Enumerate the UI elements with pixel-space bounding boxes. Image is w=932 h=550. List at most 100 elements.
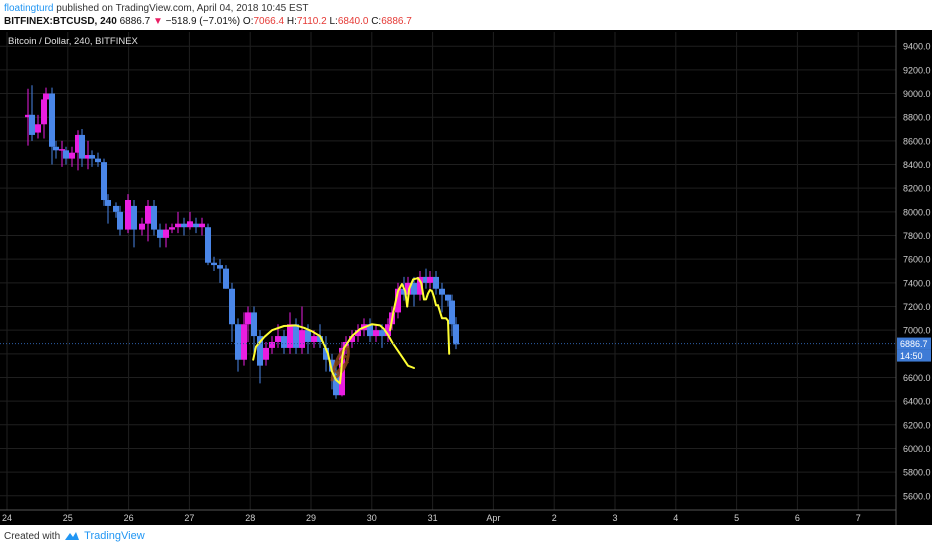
y-tick-label: 6400.0	[903, 397, 931, 407]
y-tick-label: 6000.0	[903, 444, 931, 454]
y-tick-label: 7600.0	[903, 255, 931, 265]
candle-body	[89, 155, 95, 159]
chart-title: Bitcoin / Dollar, 240, BITFINEX	[8, 36, 139, 47]
low-label: L:	[329, 16, 338, 27]
candle-body	[373, 330, 379, 337]
candle-body	[323, 347, 329, 360]
x-tick-label: 2	[552, 513, 557, 523]
x-tick-label: 5	[734, 513, 739, 523]
x-tick-label: Apr	[486, 513, 500, 523]
candle-body	[423, 276, 429, 283]
last-price: 6886.7	[119, 16, 151, 27]
candle-body	[59, 149, 65, 151]
candle-body	[417, 276, 423, 295]
candle-body	[35, 124, 41, 133]
candle-body	[223, 268, 229, 289]
candle-body	[163, 229, 169, 238]
candle-body	[69, 152, 75, 159]
candle-body	[217, 265, 223, 269]
candle-body	[445, 294, 451, 301]
x-tick-label: 26	[124, 513, 134, 523]
y-tick-label: 5800.0	[903, 468, 931, 478]
candle-body	[257, 336, 263, 366]
candle-body	[79, 134, 85, 159]
high-label: H:	[286, 16, 297, 27]
candle-body	[427, 276, 433, 283]
candle-body	[199, 223, 205, 228]
y-tick-label: 8600.0	[903, 136, 931, 146]
countdown-tag-label: 14:50	[900, 351, 923, 361]
candle-body	[405, 282, 411, 295]
candle-body	[241, 324, 247, 360]
candle-body	[41, 99, 47, 125]
candle-body	[169, 227, 175, 230]
candle-body	[145, 205, 151, 224]
candle-body	[43, 93, 49, 100]
candle-body	[379, 330, 385, 337]
candle-body	[101, 162, 107, 201]
candle-body	[187, 221, 193, 228]
x-tick-label: 3	[612, 513, 617, 523]
annotation-drawing	[389, 283, 409, 332]
candle-body	[117, 211, 123, 230]
candle-body	[113, 205, 119, 212]
candle-body	[305, 330, 311, 342]
high-value: 7110.2	[296, 16, 327, 27]
candle-body	[125, 200, 131, 230]
y-tick-label: 7200.0	[903, 302, 931, 312]
candle-body	[281, 336, 287, 348]
candle-body	[49, 93, 55, 147]
y-tick-label: 7400.0	[903, 278, 931, 288]
candle-body	[317, 336, 323, 342]
candle-body	[53, 146, 59, 151]
tradingview-brand[interactable]: TradingView	[84, 530, 145, 542]
x-tick-label: 24	[2, 513, 12, 523]
y-tick-label: 7000.0	[903, 326, 931, 336]
y-tick-label: 9200.0	[903, 65, 931, 75]
y-tick-label: 8800.0	[903, 113, 931, 123]
annotation-drawing	[437, 304, 451, 355]
footer: Created with TradingView	[4, 530, 145, 542]
candle-body	[251, 312, 257, 337]
candle-body	[95, 158, 101, 163]
close-value: 6886.7	[381, 16, 412, 27]
symbol-line: BITFINEX:BTCUSD, 240 6886.7 ▼ −518.9 (−7…	[4, 16, 412, 30]
low-value: 6840.0	[337, 16, 369, 27]
candle-body	[245, 312, 251, 325]
x-tick-label: 28	[245, 513, 255, 523]
x-tick-label: 7	[856, 513, 861, 523]
candle-body	[175, 223, 181, 228]
candle-body	[75, 134, 81, 153]
annotation-drawing	[423, 288, 439, 307]
countdown-tag	[897, 349, 931, 362]
candle-body	[395, 288, 401, 313]
candle-body	[411, 282, 417, 295]
candle-body	[311, 336, 317, 342]
candle-body	[205, 227, 211, 263]
tradingview-logo-icon	[65, 532, 80, 540]
y-tick-label: 7800.0	[903, 231, 931, 241]
candle-body	[85, 155, 91, 159]
price-chart[interactable]: 5600.0 5800.0 6000.0 6200.0 6400.0 6600.0 6 800…	[0, 30, 932, 528]
annotation-drawing	[406, 277, 425, 308]
publish-line: floatingturd published on TradingView.co…	[4, 3, 308, 17]
candle-body	[287, 324, 293, 348]
candle-body	[401, 288, 407, 295]
y-tick-label: 8000.0	[903, 207, 931, 217]
y-tick-label: 8400.0	[903, 160, 931, 170]
x-tick-label: 29	[306, 513, 316, 523]
change-value: −518.9 (−7.01%)	[165, 16, 241, 27]
candle-body	[229, 288, 235, 325]
author-link[interactable]: floatingturd	[4, 3, 54, 14]
candle-body	[263, 347, 269, 360]
x-tick-label: 6	[795, 513, 800, 523]
candle-body	[139, 223, 145, 230]
candle-body	[367, 324, 373, 337]
last-price-tag	[897, 337, 931, 350]
y-tick-label: 6600.0	[903, 373, 931, 383]
candle-body	[355, 330, 361, 337]
x-tick-label: 25	[63, 513, 73, 523]
x-tick-label: 4	[673, 513, 678, 523]
candle-body	[105, 200, 111, 206]
candle-body	[329, 359, 335, 372]
